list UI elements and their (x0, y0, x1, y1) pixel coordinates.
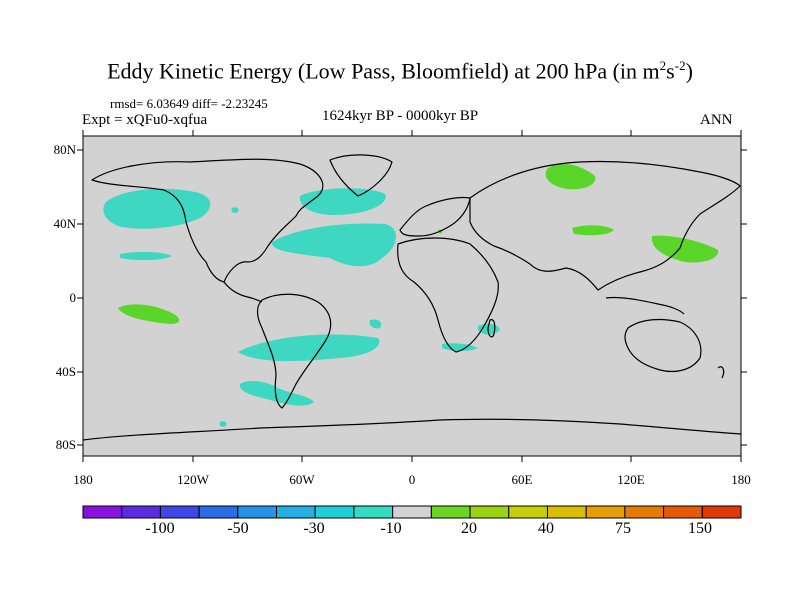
colorbar-swatch (237, 505, 278, 519)
coastline-africa (397, 237, 499, 353)
negative-region-north-pacific (103, 188, 211, 229)
lon-label-60e: 60E (511, 472, 533, 487)
negative-region-central-atlantic (271, 223, 397, 267)
colorbar-label: -10 (380, 520, 402, 537)
axis-ticks (77, 130, 747, 462)
lon-label-0: 0 (408, 472, 416, 487)
coastline-new-zealand (717, 366, 725, 379)
colorbar-swatch (701, 505, 742, 519)
colorbar-swatch (624, 505, 665, 519)
rmsd-diff-stats: rmsd= 6.03649 diff= -2.23245 (110, 96, 268, 111)
negative-region-tropical-pacific (238, 334, 380, 362)
lat-label-40n: 40N (53, 216, 76, 231)
positive-region-northwest-pacific (651, 235, 719, 263)
coastlines (82, 154, 742, 441)
lon-label-120e: 120E (617, 472, 645, 487)
colorbar-swatch (198, 505, 239, 519)
coastline-antarctica (82, 418, 742, 441)
colorbar-label: 40 (538, 520, 554, 537)
coastline-europe (399, 196, 471, 237)
coastline-south-america (256, 293, 332, 409)
colorbar-label: -30 (303, 520, 325, 537)
colorbar-swatch (469, 505, 510, 519)
colorbar (82, 505, 742, 519)
negative-region-north-atlantic (299, 188, 386, 216)
lon-label-180e: 180 (731, 472, 751, 487)
positive-anomaly-regions (118, 163, 719, 324)
negative-region-south-pacific-small (219, 421, 227, 427)
coastline-madagascar (487, 319, 496, 338)
positive-region-siberia (545, 163, 596, 190)
positive-region-central-asia (572, 225, 614, 236)
coastline-north-america (91, 158, 324, 283)
negative-region-mid-atlantic-small (231, 207, 239, 213)
lon-label-180w: 180 (73, 472, 93, 487)
colorbar-swatch (159, 505, 200, 519)
coastline-asia (469, 160, 741, 291)
map-background (83, 136, 741, 456)
colorbar-swatch (508, 505, 548, 519)
season-label: ANN (700, 112, 733, 128)
colorbar-label: -50 (227, 520, 249, 537)
colorbar-swatch (546, 505, 587, 519)
colorbar-swatch (585, 505, 626, 519)
experiment-label: Expt = xQFu0-xqfua (82, 112, 208, 128)
lat-label-0: 0 (69, 290, 77, 305)
colorbar-swatch (314, 505, 355, 519)
coastline-australia (624, 318, 702, 373)
coastline-central-america (223, 281, 263, 303)
colorbar-swatch (276, 505, 316, 519)
colorbar-label: -100 (145, 520, 175, 537)
lat-label-80n: 80N (53, 142, 76, 157)
colorbar-swatch (82, 505, 123, 519)
colorbar-label: 150 (688, 520, 712, 537)
colorbar-swatch (663, 505, 703, 519)
negative-region-south-america (239, 381, 314, 406)
negative-region-south-atlantic (369, 319, 382, 329)
colorbar-label: 20 (461, 520, 477, 537)
colorbar-swatch (430, 505, 471, 519)
colorbar-swatch (392, 505, 432, 519)
colorbar-swatch (353, 505, 394, 519)
lat-label-40s: 40S (55, 364, 76, 379)
colorbar-label: 75 (615, 520, 631, 537)
lon-label-120w: 120W (177, 472, 209, 487)
positive-region-tropical-pacific (118, 304, 180, 324)
period-label: 1624kyr BP - 0000kyr BP (321, 108, 479, 124)
lat-label-80s: 80S (55, 437, 76, 452)
coastline-indonesia (605, 296, 685, 315)
coastline-greenland (329, 154, 393, 197)
plot-title: Eddy Kinetic Energy (Low Pass, Bloomfiel… (107, 58, 693, 84)
lon-label-60w: 60W (289, 472, 315, 487)
colorbar-swatch (121, 505, 161, 519)
negative-region-pacific-30n (120, 251, 172, 261)
